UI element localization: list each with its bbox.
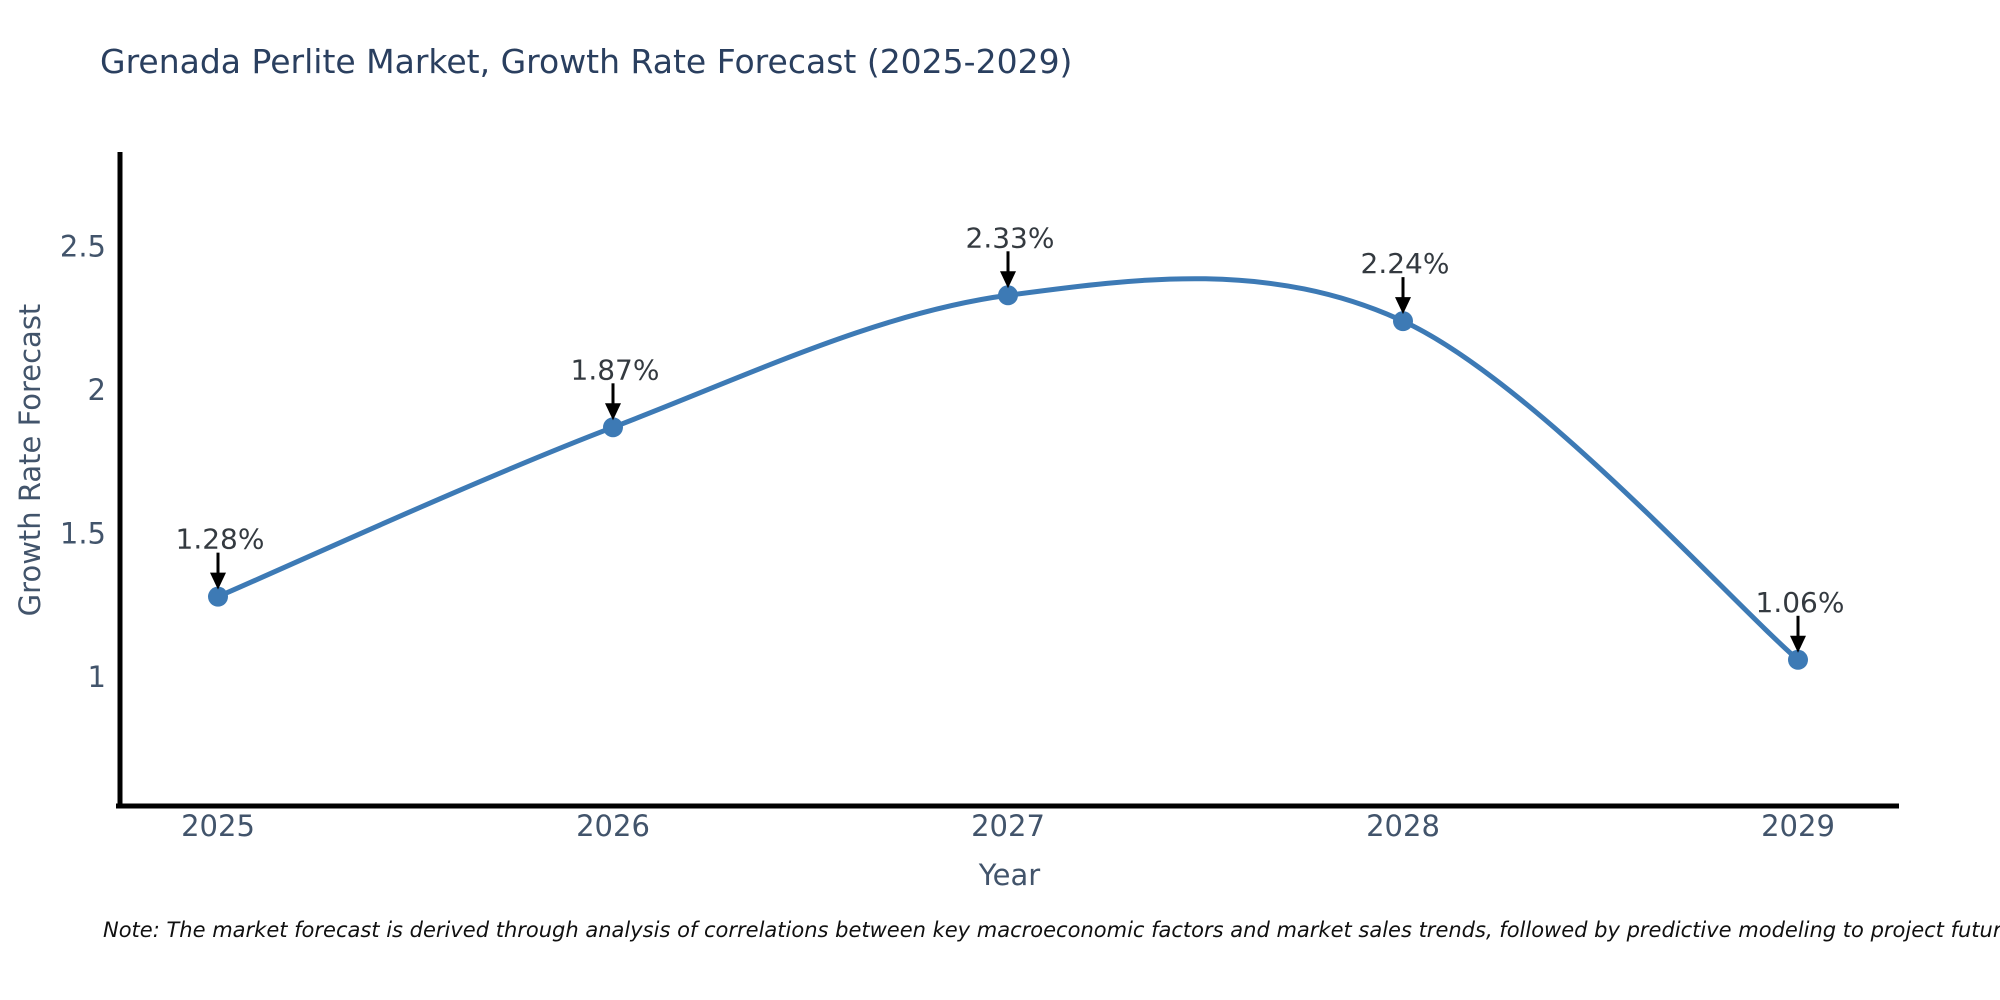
data-point-value-labels: 1.28% 1.87% 2.33% 2.24% 1.06%	[176, 221, 1845, 618]
x-axis-title: Year	[978, 858, 1041, 892]
annotation-arrow-head	[605, 403, 621, 421]
data-point-markers	[208, 285, 1808, 670]
data-point-label: 1.87%	[571, 353, 660, 386]
data-point-label: 2.33%	[966, 221, 1055, 254]
chart-title: Grenada Perlite Market, Growth Rate Fore…	[100, 42, 1073, 81]
annotation-arrow-head	[1790, 635, 1806, 653]
x-tick-label: 2029	[1761, 809, 1835, 843]
y-tick-label: 1.5	[60, 517, 106, 551]
annotation-arrow-head	[1395, 297, 1411, 315]
x-tick-label: 2027	[971, 809, 1045, 843]
y-axis-tick-labels: 1 1.5 2 2.5	[60, 230, 106, 695]
x-tick-label: 2026	[576, 809, 650, 843]
x-tick-label: 2028	[1366, 809, 1440, 843]
data-point-marker[interactable]	[208, 586, 228, 607]
x-tick-label: 2025	[181, 809, 255, 843]
y-axis-title: Growth Rate Forecast	[13, 303, 47, 617]
y-tick-label: 2.5	[60, 230, 106, 264]
line-series	[215, 276, 1801, 663]
data-point-marker[interactable]	[998, 285, 1018, 306]
annotation-arrow-head	[210, 572, 226, 590]
data-point-marker[interactable]	[1788, 649, 1808, 670]
data-point-label: 2.24%	[1361, 247, 1450, 280]
y-tick-label: 1	[88, 660, 106, 694]
data-point-marker[interactable]	[603, 417, 623, 438]
annotation-arrow-head	[1000, 271, 1016, 289]
data-point-label: 1.28%	[176, 523, 265, 556]
data-point-label: 1.06%	[1756, 586, 1845, 619]
footnote: Note: The market forecast is derived thr…	[103, 918, 2000, 942]
annotation-arrows	[210, 251, 1806, 653]
y-tick-label: 2	[88, 373, 106, 407]
x-axis-tick-labels: 2025 2026 2027 2028 2029	[181, 809, 1835, 843]
data-point-marker[interactable]	[1393, 311, 1413, 332]
